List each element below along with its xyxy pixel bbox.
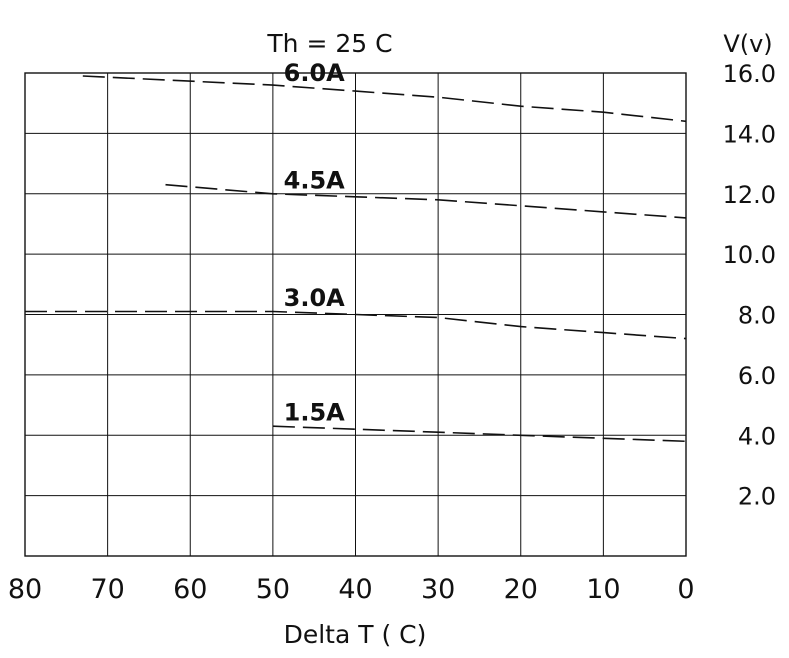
- series-line: [25, 310, 687, 340]
- x-tick-label: 40: [338, 574, 372, 605]
- x-tick-label: 60: [173, 574, 207, 605]
- x-tick-label: 0: [677, 574, 694, 605]
- y-tick-label: 4.0: [738, 422, 776, 450]
- y-tick-label: 16.0: [723, 60, 776, 88]
- series-lines: [25, 75, 687, 443]
- series-line: [165, 183, 687, 219]
- grid: [24, 72, 687, 557]
- y-axis-label: V(v): [723, 30, 772, 58]
- x-tick-label: 30: [421, 574, 455, 605]
- series-label: 4.5A: [284, 166, 346, 194]
- x-axis-label: Delta T ( C): [284, 620, 427, 649]
- x-tick-label: 10: [586, 574, 620, 605]
- y-tick-label: 2.0: [738, 483, 776, 511]
- chart-title: Th = 25 C: [266, 29, 392, 58]
- series-line: [272, 425, 687, 443]
- series-label: 6.0A: [284, 59, 346, 87]
- x-tick-label: 70: [90, 574, 124, 605]
- y-tick-label: 8.0: [738, 302, 776, 330]
- x-tick-label: 50: [256, 574, 290, 605]
- x-tick-label: 20: [504, 574, 538, 605]
- x-axis-ticks: 80 70 60 50 40 30 20 10 0: [8, 574, 695, 605]
- y-tick-label: 10.0: [723, 241, 776, 269]
- series-label: 3.0A: [284, 284, 346, 312]
- y-axis-ticks: 2.0 4.0 6.0 8.0 10.0 12.0 14.0 16.0: [723, 60, 776, 511]
- y-tick-label: 12.0: [723, 181, 776, 209]
- series-label: 1.5A: [284, 399, 346, 427]
- y-tick-label: 14.0: [723, 120, 776, 148]
- series-line: [82, 75, 687, 123]
- x-tick-label: 80: [8, 574, 42, 605]
- series-labels: 6.0A 4.5A 3.0A 1.5A: [284, 59, 346, 427]
- y-tick-label: 6.0: [738, 362, 776, 390]
